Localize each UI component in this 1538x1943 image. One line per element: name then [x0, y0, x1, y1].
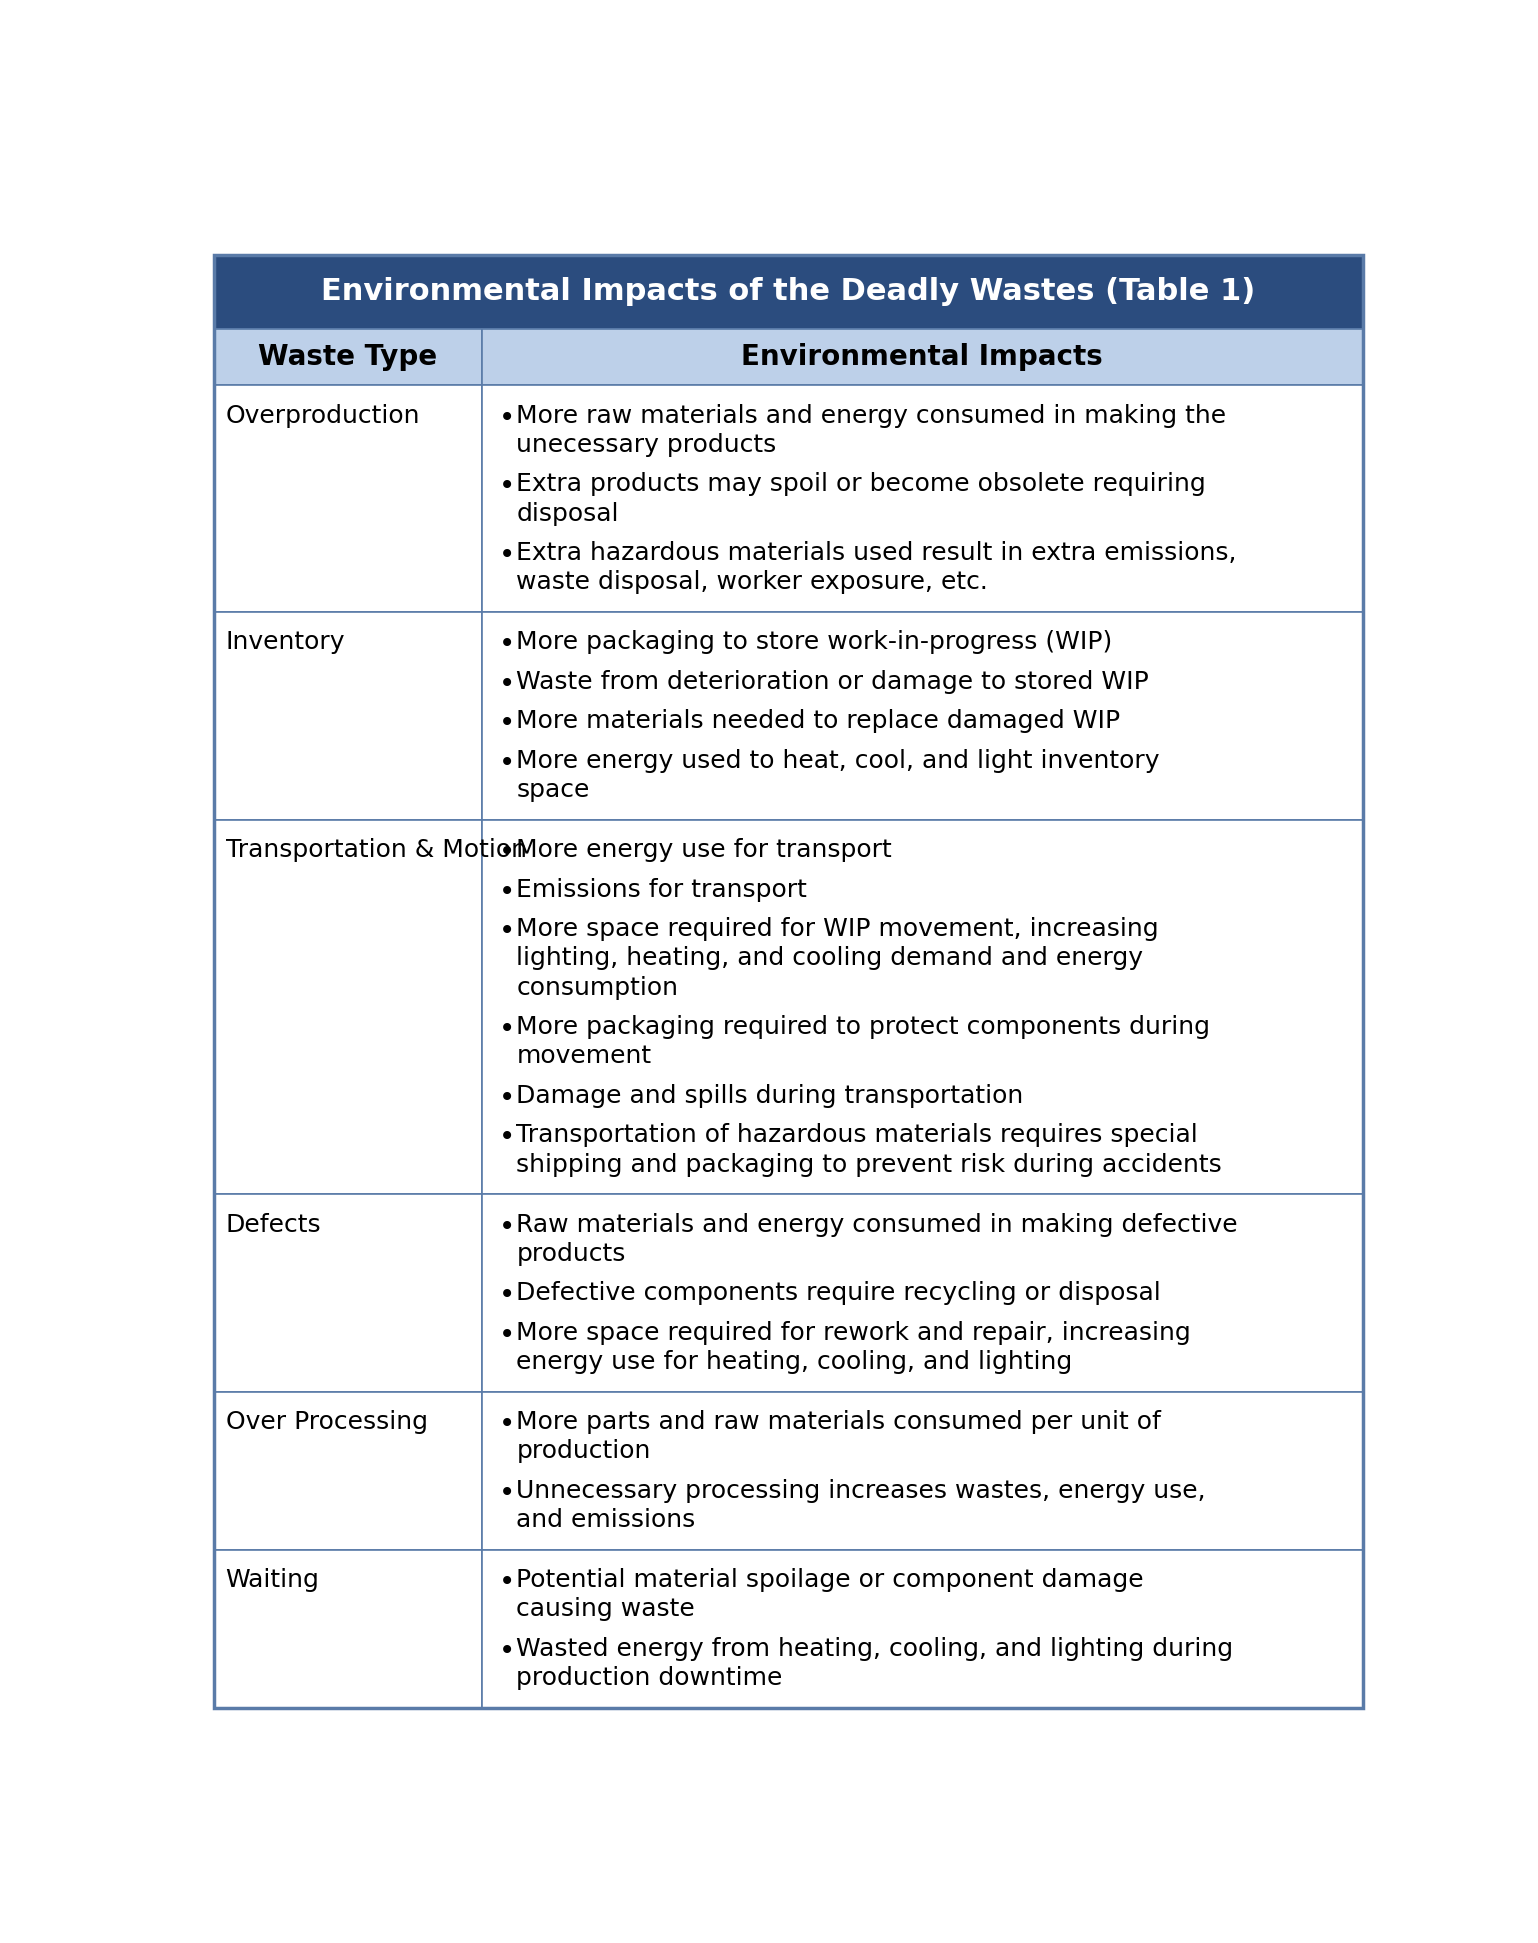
Text: •: • — [498, 1123, 515, 1152]
Text: production downtime: production downtime — [517, 1667, 783, 1690]
Text: Extra products may spoil or become obsolete requiring: Extra products may spoil or become obsol… — [517, 472, 1206, 495]
Text: •: • — [498, 748, 515, 777]
Bar — [214, 255, 1363, 328]
Text: More energy use for transport: More energy use for transport — [517, 837, 892, 863]
Text: •: • — [498, 1014, 515, 1043]
Text: Waiting: Waiting — [226, 1568, 320, 1591]
Text: Emissions for transport: Emissions for transport — [517, 878, 807, 902]
Text: •: • — [498, 1411, 515, 1438]
Text: unecessary products: unecessary products — [517, 433, 777, 457]
Text: •: • — [498, 1479, 515, 1508]
Text: Over Processing: Over Processing — [226, 1411, 428, 1434]
Text: More space required for WIP movement, increasing: More space required for WIP movement, in… — [517, 917, 1160, 940]
Bar — [481, 612, 1363, 820]
Text: More packaging to store work-in-progress (WIP): More packaging to store work-in-progress… — [517, 630, 1112, 655]
Text: Waste from deterioration or damage to stored WIP: Waste from deterioration or damage to st… — [517, 670, 1149, 694]
Bar — [214, 820, 481, 1195]
Text: Damage and spills during transportation: Damage and spills during transportation — [517, 1084, 1024, 1108]
Bar — [481, 1391, 1363, 1551]
Bar — [214, 1195, 481, 1391]
Text: Unnecessary processing increases wastes, energy use,: Unnecessary processing increases wastes,… — [517, 1479, 1206, 1502]
Bar — [214, 328, 481, 385]
Text: •: • — [498, 709, 515, 736]
Text: space: space — [517, 777, 589, 802]
Text: and emissions: and emissions — [517, 1508, 695, 1533]
Text: •: • — [498, 878, 515, 905]
Text: Defective components require recycling or disposal: Defective components require recycling o… — [517, 1280, 1161, 1306]
Text: •: • — [498, 1636, 515, 1665]
Text: Inventory: Inventory — [226, 630, 345, 655]
Text: •: • — [498, 630, 515, 659]
Text: shipping and packaging to prevent risk during accidents: shipping and packaging to prevent risk d… — [517, 1152, 1223, 1177]
Text: Transportation & Motion: Transportation & Motion — [226, 837, 526, 863]
Text: •: • — [498, 404, 515, 431]
Text: causing waste: causing waste — [517, 1597, 695, 1620]
Text: Raw materials and energy consumed in making defective: Raw materials and energy consumed in mak… — [517, 1212, 1238, 1236]
Text: production: production — [517, 1440, 651, 1463]
Bar — [214, 612, 481, 820]
Text: Potential material spoilage or component damage: Potential material spoilage or component… — [517, 1568, 1144, 1591]
Text: Extra hazardous materials used result in extra emissions,: Extra hazardous materials used result in… — [517, 540, 1237, 565]
Text: •: • — [498, 1321, 515, 1348]
Text: More materials needed to replace damaged WIP: More materials needed to replace damaged… — [517, 709, 1121, 733]
Text: Waste Type: Waste Type — [258, 342, 437, 371]
Text: Transportation of hazardous materials requires special: Transportation of hazardous materials re… — [517, 1123, 1198, 1146]
Text: More parts and raw materials consumed per unit of: More parts and raw materials consumed pe… — [517, 1411, 1161, 1434]
Text: lighting, heating, and cooling demand and energy: lighting, heating, and cooling demand an… — [517, 946, 1143, 970]
Text: Defects: Defects — [226, 1212, 321, 1236]
Text: Wasted energy from heating, cooling, and lighting during: Wasted energy from heating, cooling, and… — [517, 1636, 1233, 1661]
Text: •: • — [498, 1212, 515, 1242]
Text: energy use for heating, cooling, and lighting: energy use for heating, cooling, and lig… — [517, 1350, 1072, 1374]
Bar — [481, 328, 1363, 385]
Text: Environmental Impacts: Environmental Impacts — [741, 342, 1103, 371]
Text: •: • — [498, 1568, 515, 1595]
Text: Environmental Impacts of the Deadly Wastes (Table 1): Environmental Impacts of the Deadly Wast… — [321, 278, 1255, 307]
Text: More energy used to heat, cool, and light inventory: More energy used to heat, cool, and ligh… — [517, 748, 1160, 773]
Bar — [481, 1551, 1363, 1708]
Text: •: • — [498, 917, 515, 944]
Text: •: • — [498, 540, 515, 569]
Text: disposal: disposal — [517, 501, 618, 525]
Text: waste disposal, worker exposure, etc.: waste disposal, worker exposure, etc. — [517, 569, 989, 595]
Text: More space required for rework and repair, increasing: More space required for rework and repai… — [517, 1321, 1192, 1345]
Text: •: • — [498, 1084, 515, 1111]
Text: movement: movement — [517, 1043, 652, 1069]
Text: More packaging required to protect components during: More packaging required to protect compo… — [517, 1014, 1210, 1040]
Bar — [214, 1551, 481, 1708]
Text: products: products — [517, 1242, 626, 1265]
Bar — [214, 1391, 481, 1551]
Text: •: • — [498, 670, 515, 698]
Bar — [481, 1195, 1363, 1391]
Text: consumption: consumption — [517, 975, 678, 999]
Text: •: • — [498, 837, 515, 867]
Bar — [481, 385, 1363, 612]
Text: More raw materials and energy consumed in making the: More raw materials and energy consumed i… — [517, 404, 1227, 427]
Text: •: • — [498, 472, 515, 499]
Bar — [214, 385, 481, 612]
Bar — [481, 820, 1363, 1195]
Text: •: • — [498, 1280, 515, 1310]
Text: Overproduction: Overproduction — [226, 404, 420, 427]
